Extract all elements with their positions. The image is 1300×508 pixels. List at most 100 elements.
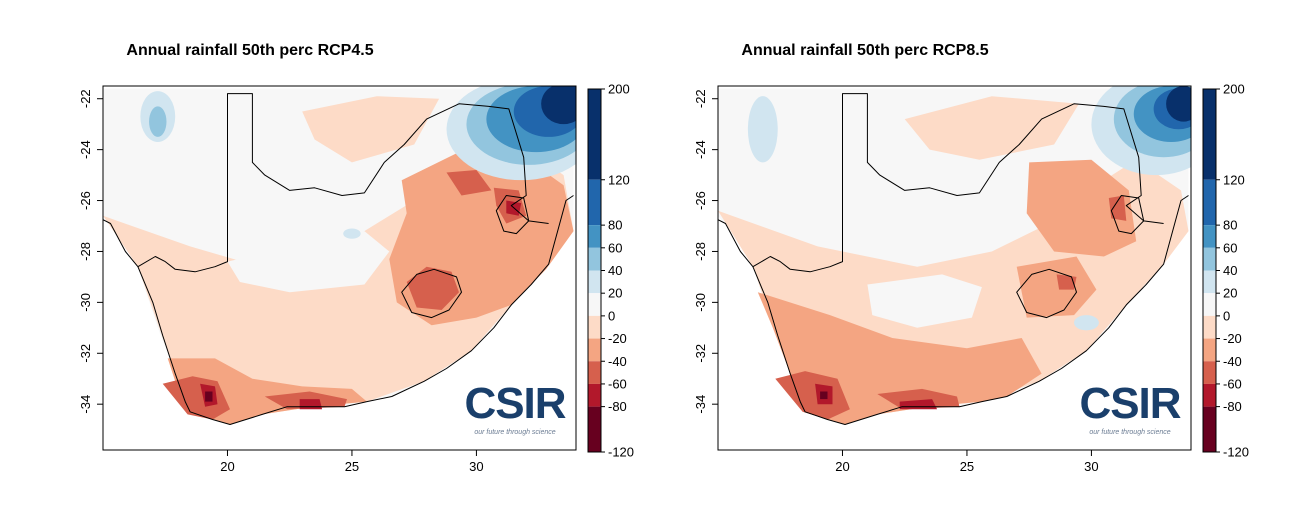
rainfall-zone [820, 391, 828, 400]
logo-tagline: our future through science [1089, 429, 1170, 436]
rainfall-map [103, 86, 576, 450]
eswatini-border [1110, 195, 1145, 235]
legend-label: -60 [608, 376, 627, 391]
legend-label: 20 [608, 286, 622, 301]
national-border [752, 93, 1164, 273]
y-tick-label: -32 [693, 344, 708, 363]
plot-frame [102, 85, 577, 451]
legend-swatch [1203, 361, 1216, 384]
national-border [137, 93, 549, 273]
wet-zone [1166, 86, 1191, 122]
legend-label: 80 [1223, 218, 1237, 233]
y-tick-label: -26 [693, 191, 708, 210]
legend-label: -60 [1223, 376, 1242, 391]
legend-label: 120 [608, 172, 630, 187]
y-tick-label: -28 [693, 242, 708, 261]
legend-label: -20 [608, 331, 627, 346]
rainfall-zone [227, 231, 390, 293]
legend-swatch [588, 361, 601, 384]
legend-swatch [1203, 315, 1216, 339]
legend-swatch [588, 270, 601, 294]
legend-swatch [1203, 406, 1216, 452]
wet-zone [1073, 315, 1099, 331]
legend-label: -80 [608, 399, 627, 414]
lesotho-border [1016, 268, 1077, 319]
legend-swatch [1203, 247, 1216, 271]
legend-swatch [588, 293, 601, 316]
legend-label: 60 [1223, 240, 1237, 255]
wet-zone [149, 106, 167, 137]
legend-swatch [1203, 293, 1216, 316]
panel-title: Annual rainfall 50th perc RCP8.5 [741, 42, 989, 59]
legend-swatch [1203, 338, 1216, 362]
legend-swatch [588, 338, 601, 362]
legend-label: -80 [1223, 399, 1242, 414]
logo-text: CSIR [1079, 379, 1180, 428]
x-tick-label: 30 [469, 459, 483, 474]
legend-label: 60 [608, 240, 622, 255]
legend-swatch [1203, 225, 1216, 248]
rainfall-zone [1108, 195, 1127, 221]
logo-tagline: our future through science [474, 429, 555, 436]
legend-swatch [1203, 270, 1216, 294]
legend-label: 20 [1223, 286, 1237, 301]
rainfall-zone [205, 391, 213, 402]
legend-label: -40 [1223, 354, 1242, 369]
panel-title: Annual rainfall 50th perc RCP4.5 [126, 42, 374, 59]
x-tick-label: 25 [345, 459, 359, 474]
eswatini-border [495, 195, 530, 235]
logo-text: CSIR [464, 379, 565, 428]
y-tick-label: -30 [78, 293, 93, 312]
y-tick-label: -24 [693, 140, 708, 159]
legend-label: 0 [608, 308, 615, 323]
rainfall-zone [904, 96, 1079, 160]
rainfall-zone [446, 170, 492, 196]
rainfall-zone [299, 399, 323, 410]
panel-rcp45: Annual rainfall 50th perc RCP4.5 CSIR our… [0, 0, 650, 503]
legend-swatch [588, 315, 601, 339]
wet-zone [541, 86, 576, 125]
rainfall-zone [1016, 256, 1097, 318]
legend-swatch [588, 225, 601, 248]
legend-label: -120 [608, 445, 634, 460]
legend-label: -20 [1223, 331, 1242, 346]
legend-label: 200 [1223, 82, 1245, 97]
y-tick-label: -34 [693, 395, 708, 414]
y-tick-label: -22 [693, 89, 708, 108]
panel-rcp85: Annual rainfall 50th perc RCP8.5 CSIR our… [615, 0, 1265, 503]
plot-frame [717, 85, 1192, 451]
wet-zone [343, 228, 361, 239]
legend-label: 120 [1223, 172, 1245, 187]
legend-swatch [588, 89, 601, 180]
lesotho-border [401, 268, 462, 319]
y-tick-label: -22 [78, 89, 93, 108]
y-tick-label: -24 [78, 140, 93, 159]
legend-label: 200 [608, 82, 630, 97]
legend-swatch [1203, 89, 1216, 180]
legend-swatch [1203, 383, 1216, 407]
legend-swatch [588, 247, 601, 271]
x-tick-label: 30 [1084, 459, 1098, 474]
legend-label: 0 [1223, 308, 1230, 323]
y-tick-label: -30 [693, 293, 708, 312]
y-tick-label: -26 [78, 191, 93, 210]
legend-swatch [1203, 179, 1216, 226]
x-tick-label: 20 [835, 459, 849, 474]
legend-swatch [588, 383, 601, 407]
y-tick-label: -34 [78, 395, 93, 414]
rainfall-zone [867, 274, 982, 328]
legend-label: -120 [1223, 445, 1249, 460]
legend-label: -40 [608, 354, 627, 369]
wet-zone [747, 96, 778, 163]
legend-swatch [588, 406, 601, 452]
y-tick-label: -32 [78, 344, 93, 363]
legend-swatch [588, 179, 601, 226]
x-tick-label: 20 [220, 459, 234, 474]
legend-label: 40 [1223, 263, 1237, 278]
legend-label: 40 [608, 263, 622, 278]
